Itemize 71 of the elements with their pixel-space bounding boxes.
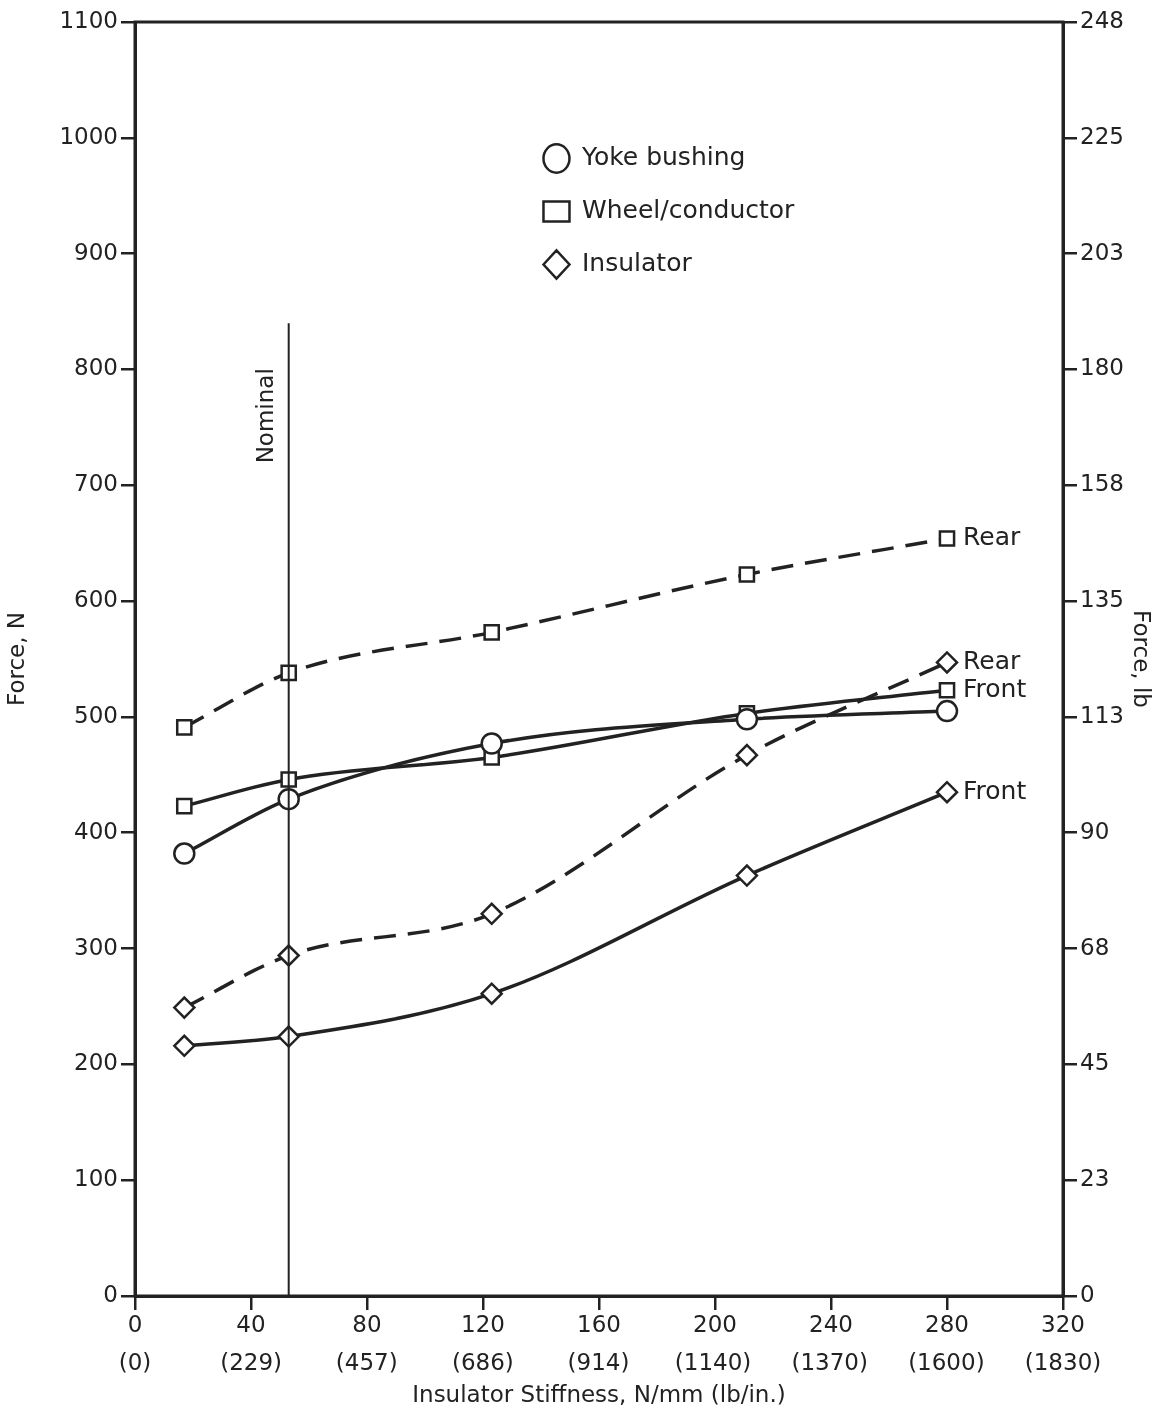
point: [738, 566, 756, 583]
point: [735, 864, 759, 887]
y2-tick-label: 180: [1080, 354, 1124, 381]
x2-tick-label: (914): [567, 1348, 630, 1375]
y-tick-label: 500: [74, 701, 118, 728]
y2-axis-title: Force, lb: [1129, 610, 1156, 708]
y2-tick-label: 113: [1080, 701, 1124, 728]
point: [735, 743, 759, 767]
x-axis-title: Insulator Stiffness, N/mm (lb/in.): [412, 1381, 786, 1408]
y2-tick-label: 68: [1080, 933, 1110, 960]
y-tick-label: 300: [74, 933, 118, 960]
x-tick-label: 160: [577, 1310, 621, 1337]
x2-tick-label: (686): [451, 1348, 514, 1375]
point: [938, 681, 956, 699]
data-label: Rear: [963, 522, 1021, 552]
y-tick-label: 600: [74, 586, 118, 613]
x-tick-label: 0: [127, 1310, 143, 1337]
x-tick-label: 80: [352, 1310, 382, 1337]
point: [173, 842, 196, 865]
y-tick-label: 400: [74, 817, 118, 844]
y2-tick-label: 90: [1080, 817, 1110, 844]
x-tick-label: 40: [236, 1310, 266, 1337]
y-tick-label: 1100: [59, 6, 118, 33]
point: [938, 530, 956, 547]
x2-tick-label: (1370): [791, 1348, 868, 1375]
x2-tick-label: (1600): [908, 1348, 985, 1375]
point: [935, 699, 959, 723]
y2-tick-label: 248: [1080, 6, 1124, 33]
y-tick-label: 1000: [59, 122, 118, 149]
x2-tick-label: (0): [118, 1348, 152, 1375]
x-tick-label: 320: [1041, 1310, 1085, 1337]
point: [935, 780, 959, 804]
point: [480, 982, 503, 1005]
legend-label: Wheel/conductor: [581, 195, 796, 224]
y2-tick-label: 158: [1080, 470, 1124, 497]
legend-label: Insulator: [581, 248, 693, 277]
y2-tick-label: 135: [1080, 586, 1124, 613]
y2-tick-label: 225: [1080, 122, 1124, 149]
x2-tick-label: (1830): [1024, 1348, 1102, 1375]
x-tick-label: 280: [925, 1310, 969, 1337]
y2-tick-label: 23: [1080, 1165, 1110, 1192]
data-label: Front: [963, 775, 1027, 805]
point: [175, 719, 193, 736]
point: [483, 624, 501, 641]
y-axis-title: Force, N: [2, 611, 29, 707]
y-tick-label: 100: [74, 1165, 118, 1192]
point: [935, 651, 959, 674]
y-tick-label: 700: [74, 470, 118, 497]
y-tick-label: 200: [74, 1049, 118, 1076]
y-tick-label: 0: [103, 1280, 118, 1307]
y2-tick-label: 45: [1080, 1049, 1110, 1076]
point: [480, 732, 503, 755]
point: [480, 902, 503, 926]
data-label: Front: [963, 673, 1027, 703]
point: [173, 1034, 196, 1058]
x2-tick-label: (229): [220, 1348, 283, 1375]
x2-tick-label: (1140): [674, 1348, 752, 1375]
y2-tick-label: 203: [1080, 238, 1124, 265]
x-tick-label: 120: [461, 1310, 505, 1337]
x-tick-label: 240: [809, 1310, 853, 1337]
y-tick-label: 800: [74, 354, 118, 381]
point: [175, 797, 193, 815]
x2-tick-label: (457): [335, 1348, 398, 1375]
data-label: Rear: [963, 645, 1021, 675]
point: [173, 996, 196, 1019]
y-tick-label: 900: [74, 238, 118, 265]
x-tick-label: 200: [693, 1310, 737, 1337]
legend-label: Yoke bushing: [580, 142, 746, 171]
ref-line-label: Nominal: [252, 368, 279, 464]
y2-tick-label: 0: [1080, 1280, 1095, 1307]
point: [735, 707, 759, 731]
